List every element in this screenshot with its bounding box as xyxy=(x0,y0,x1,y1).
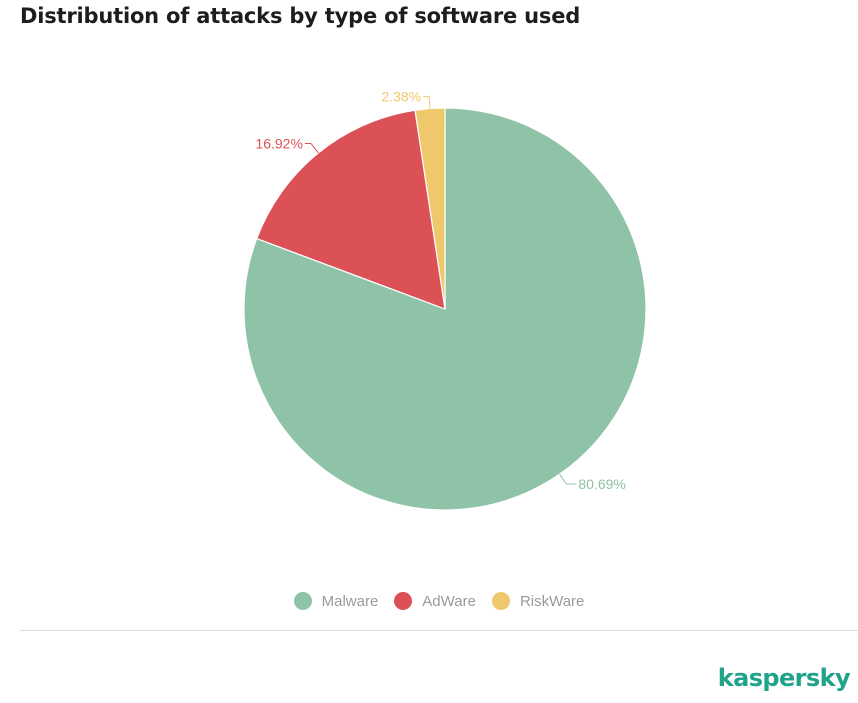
legend-swatch-riskware xyxy=(491,592,510,610)
legend-swatch-malware xyxy=(293,592,312,610)
leader-line-adware xyxy=(304,143,319,154)
legend-swatch-adware xyxy=(394,592,413,610)
kaspersky-logo: kaspersky xyxy=(717,664,851,692)
pie-slice-malware[interactable] xyxy=(243,107,647,511)
leader-line-malware xyxy=(559,473,577,485)
legend-label-adware: AdWare xyxy=(422,592,476,610)
data-label-malware: 80.69% xyxy=(578,476,625,492)
data-label-riskware: 2.38% xyxy=(381,89,421,105)
chart-legend: Malware AdWare RiskWare xyxy=(0,592,858,610)
leader-line-riskware xyxy=(423,96,431,109)
data-label-adware: 16.92% xyxy=(255,136,302,152)
legend-item-malware[interactable]: Malware xyxy=(293,592,379,610)
footer-divider xyxy=(20,630,858,631)
legend-label-riskware: RiskWare xyxy=(519,592,585,610)
legend-item-adware[interactable]: AdWare xyxy=(394,592,476,610)
chart-title: Distribution of attacks by type of softw… xyxy=(20,4,581,28)
pie-slice-adware[interactable] xyxy=(255,109,446,310)
legend-label-malware: Malware xyxy=(321,592,379,610)
legend-item-riskware[interactable]: RiskWare xyxy=(491,592,585,610)
